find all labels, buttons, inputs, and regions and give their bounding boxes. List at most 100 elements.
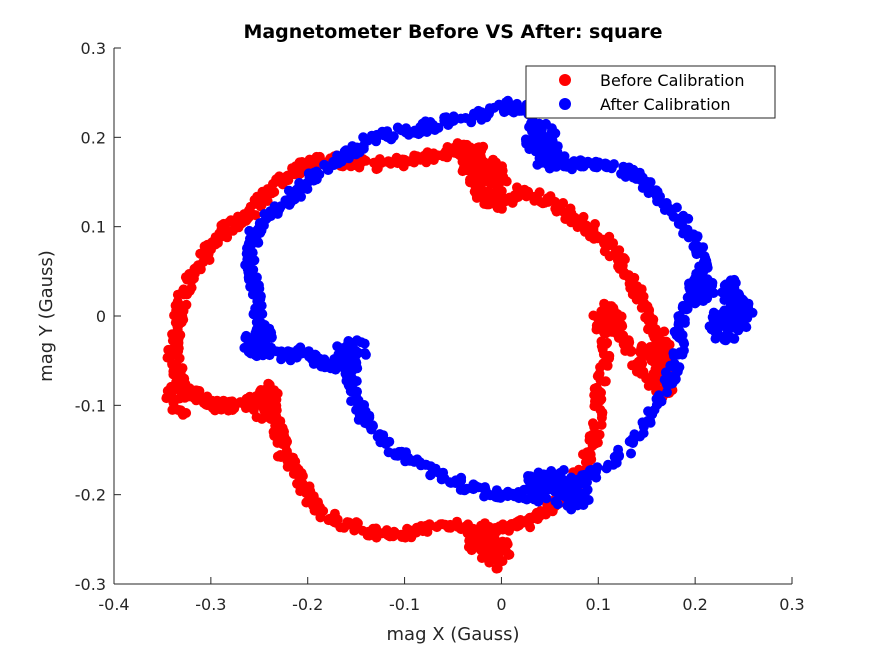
data-point [717,309,728,320]
data-point [665,378,676,389]
data-point [466,545,477,556]
data-point [352,363,363,374]
y-tick-label: -0.1 [75,396,106,415]
data-point [550,496,561,507]
data-point [678,337,689,348]
y-tick-label: 0.3 [81,39,106,58]
data-point [468,479,479,490]
data-point [595,362,606,373]
data-point [437,473,448,484]
data-point [659,326,670,337]
data-point [180,272,191,283]
data-point [442,152,453,163]
data-point [497,536,508,547]
data-point [162,385,173,396]
data-point [173,343,184,354]
data-point [549,486,560,497]
data-point [478,141,489,152]
data-point [566,161,577,172]
data-point [480,482,490,493]
data-point [261,326,272,337]
data-point [669,351,679,361]
data-point [400,127,411,138]
data-point [558,465,569,475]
data-point [532,139,543,149]
data-point [258,337,269,348]
data-point [475,160,486,171]
data-point [577,493,588,504]
data-point [456,141,467,152]
data-point [463,164,474,175]
data-point [691,246,702,257]
legend-marker-before [559,74,571,86]
data-point [336,349,347,359]
data-point [189,263,200,274]
data-point [519,184,530,195]
data-point [719,321,730,332]
data-point [332,341,343,352]
data-point [591,472,602,483]
data-point [172,321,183,332]
data-point [569,489,579,500]
data-point [726,314,736,325]
data-point [162,352,173,363]
data-point [181,299,192,310]
data-point [503,550,514,560]
data-point [188,392,199,403]
data-point [251,272,262,283]
data-point [249,255,260,266]
data-point [695,290,706,301]
data-point [278,352,289,362]
legend: Before Calibration After Calibration [525,65,776,119]
data-point [351,376,362,387]
data-point [317,360,328,371]
data-point [528,479,539,490]
data-point [177,408,188,419]
data-point [616,320,627,330]
data-point [596,310,607,321]
series-after-calibration [239,95,758,515]
data-point [601,463,612,474]
data-point [662,387,672,398]
data-point [343,336,354,346]
x-tick-label: 0 [496,595,506,614]
data-points-layer [161,95,758,574]
data-point [491,563,502,574]
data-point [360,349,371,360]
data-point [372,431,383,442]
data-point [627,360,638,371]
data-point [245,348,256,359]
data-point [533,130,544,141]
data-point [261,346,272,357]
data-point [587,440,598,451]
data-point [347,346,357,357]
data-point [708,307,719,318]
data-point [360,155,371,166]
data-point [592,371,603,382]
data-point [494,167,505,178]
chart-title: Magnetometer Before VS After: square [243,21,662,43]
data-point [691,270,702,281]
data-point [734,290,745,301]
data-point [650,373,661,384]
data-point [655,344,666,355]
data-point [339,522,350,533]
series-before-calibration [161,138,681,574]
data-point [344,357,355,368]
x-tick-label: 0.3 [779,595,804,614]
y-tick-label: -0.2 [75,486,106,505]
data-point [520,134,531,145]
data-point [533,496,544,507]
data-point [484,168,495,179]
data-point [473,177,484,188]
data-point [591,162,602,173]
data-point [684,295,695,306]
data-point [181,388,192,399]
data-point [566,504,577,515]
y-tick-label: 0 [96,307,106,326]
x-axis-label: mag X (Gauss) [387,624,520,645]
data-point [363,526,374,537]
data-point [433,122,444,133]
data-point [462,151,473,162]
data-point [371,136,382,147]
